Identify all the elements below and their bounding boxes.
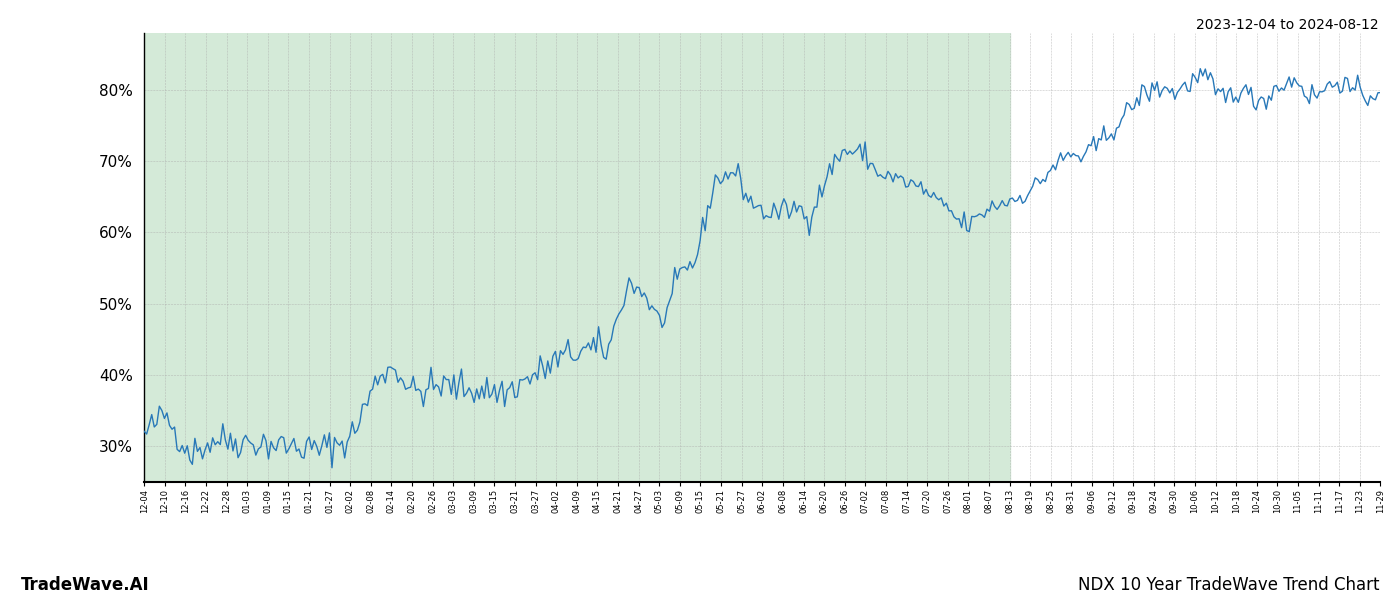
Text: NDX 10 Year TradeWave Trend Chart: NDX 10 Year TradeWave Trend Chart [1078, 576, 1379, 594]
Bar [144, 33, 1009, 482]
Text: TradeWave.AI: TradeWave.AI [21, 576, 150, 594]
Text: 2023-12-04 to 2024-08-12: 2023-12-04 to 2024-08-12 [1197, 18, 1379, 32]
